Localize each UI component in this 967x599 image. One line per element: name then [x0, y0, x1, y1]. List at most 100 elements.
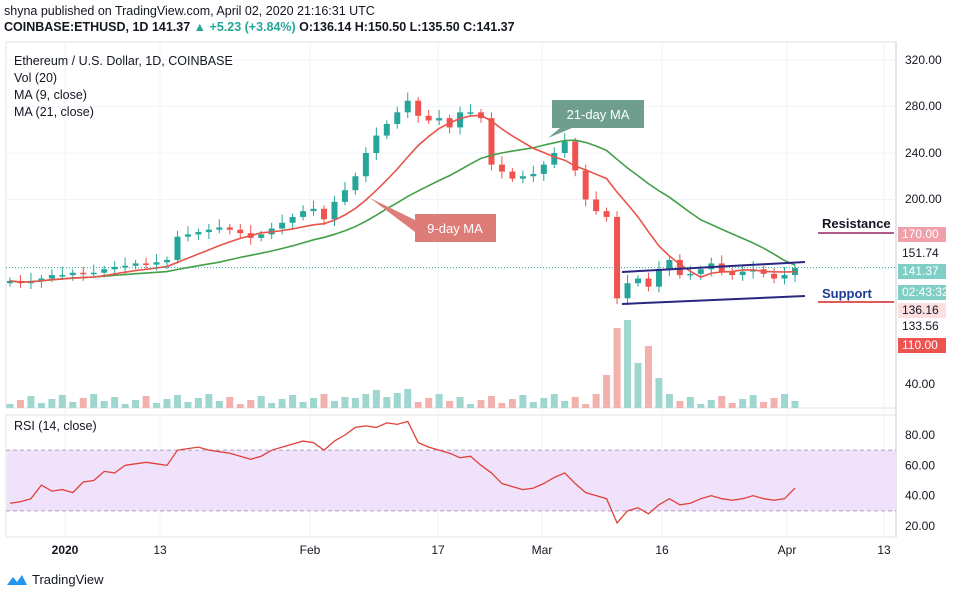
- price-tick-label: 200.00: [905, 192, 942, 206]
- candle: [237, 229, 244, 234]
- candle: [593, 199, 600, 212]
- volume-bar: [781, 394, 789, 408]
- volume-bar: [268, 403, 276, 408]
- candle: [498, 164, 505, 172]
- volume-bar: [111, 397, 119, 408]
- volume-bar: [341, 397, 349, 408]
- volume-bar: [79, 398, 87, 408]
- volume-bar: [393, 393, 401, 408]
- candle: [69, 272, 76, 276]
- x-tick-label: 2020: [52, 543, 79, 557]
- candle: [101, 269, 108, 273]
- volume-bar: [100, 401, 108, 408]
- volume-bar: [665, 394, 673, 408]
- volume-bar: [749, 395, 757, 408]
- candle: [436, 118, 443, 121]
- volume-bar: [215, 401, 223, 408]
- ma21-legend: MA (21, close): [14, 105, 94, 119]
- x-tick-label: Apr: [778, 543, 797, 557]
- volume-bar: [299, 402, 307, 408]
- candle: [341, 190, 348, 202]
- candle: [59, 275, 66, 277]
- volume-bar: [498, 403, 506, 408]
- candle: [205, 229, 212, 233]
- candle: [289, 216, 296, 223]
- volume-bar: [791, 401, 799, 408]
- channel-upper-line: [621, 261, 806, 273]
- volume-bar: [508, 399, 516, 408]
- x-tick-label: 17: [431, 543, 445, 557]
- candle: [415, 100, 422, 116]
- volume-bar: [278, 399, 286, 408]
- candle: [143, 263, 150, 265]
- candle: [352, 176, 359, 191]
- rsi-tick-label: 40.00: [905, 489, 935, 503]
- ma9-callout-pointer: [370, 198, 415, 232]
- volume-bar: [624, 320, 632, 408]
- last-price-tag-bg: [898, 264, 946, 279]
- candle: [697, 269, 704, 274]
- candle: [488, 118, 495, 165]
- ma21-callout: [552, 100, 644, 128]
- candle: [624, 283, 631, 299]
- volume-bar: [540, 398, 548, 408]
- candle: [258, 234, 265, 238]
- vol-legend: Vol (20): [14, 71, 57, 85]
- volume-bar: [467, 404, 475, 408]
- volume-bar: [310, 398, 318, 408]
- candle: [132, 263, 139, 266]
- volume-bar: [37, 403, 45, 408]
- ma9-callout: [415, 214, 496, 242]
- pane-title: Ethereum / U.S. Dollar, 1D, COINBASE: [14, 54, 233, 68]
- volume-bar: [697, 404, 705, 408]
- volume-bar: [487, 396, 495, 408]
- candle: [729, 271, 736, 276]
- volume-bar: [16, 400, 24, 408]
- volume-bar: [48, 399, 56, 408]
- volume-bar: [582, 404, 590, 408]
- volume-bar: [27, 396, 35, 408]
- rsi-line: [9, 420, 796, 525]
- candle: [404, 100, 411, 113]
- ma21-callout-label: 21-day MA: [567, 107, 630, 122]
- ma9-legend: MA (9, close): [14, 88, 87, 102]
- volume-bar: [561, 401, 569, 408]
- candle: [164, 259, 170, 263]
- candle: [38, 278, 45, 281]
- x-tick-label: Feb: [300, 543, 321, 557]
- candle: [551, 153, 558, 165]
- candle: [635, 278, 641, 284]
- volume-bar: [205, 394, 213, 408]
- candle: [530, 173, 537, 177]
- volume-bar: [132, 400, 140, 408]
- resistance-tag: 170.00: [902, 227, 939, 241]
- candle: [153, 262, 160, 265]
- volume-bar: [142, 396, 150, 408]
- volume-bar: [425, 398, 433, 408]
- volume-bar: [383, 397, 391, 408]
- rsi-tick-label: 80.00: [905, 428, 935, 442]
- candle: [771, 273, 778, 279]
- candle: [7, 280, 13, 284]
- x-tick-label: Mar: [532, 543, 553, 557]
- candle: [48, 275, 55, 279]
- candle: [300, 211, 307, 217]
- price-tick-label: 40.00: [905, 377, 935, 391]
- candle: [279, 222, 286, 229]
- candle: [383, 123, 390, 136]
- price-chart[interactable]: Resistance Support 21-day MA 9-day MA Ethere…: [0, 0, 967, 572]
- volume-bar: [226, 397, 234, 408]
- candle: [676, 259, 683, 276]
- rsi-legend: RSI (14, close): [14, 419, 97, 433]
- ma21-line: [9, 139, 796, 283]
- candle: [226, 227, 233, 230]
- support-tag-bg: [898, 338, 946, 353]
- footer-brand[interactable]: TradingView: [6, 572, 104, 587]
- price-tick-label: 240.00: [905, 146, 942, 160]
- last-price-tag: 141.37: [902, 264, 939, 278]
- tradingview-logo-icon: [7, 574, 27, 585]
- price-tick-label: 280.00: [905, 99, 942, 113]
- candle: [195, 232, 202, 235]
- low-tag-2-bg: [898, 319, 946, 334]
- brand-label: TradingView: [32, 572, 104, 587]
